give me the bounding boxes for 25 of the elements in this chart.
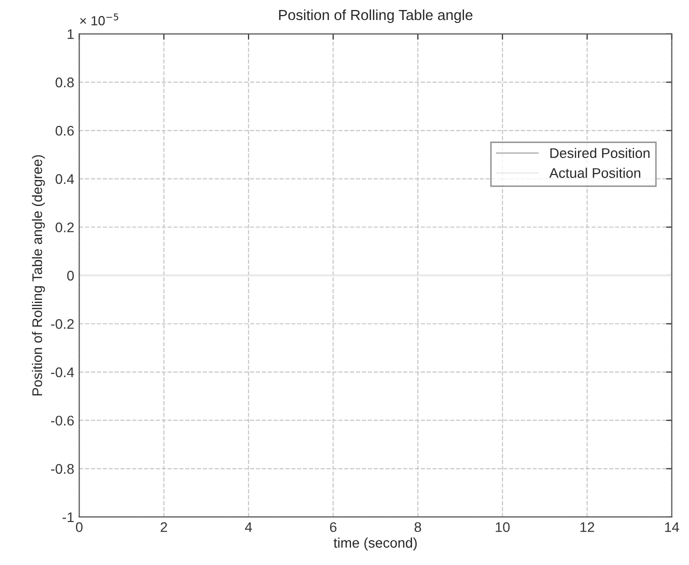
x-tick-label: 14 — [665, 522, 680, 532]
y-tick-label: 0.4 — [56, 174, 74, 184]
legend-label: Actual Position — [549, 168, 640, 178]
x-tick-label: 8 — [414, 522, 422, 532]
x-tick-label: 0 — [76, 522, 83, 532]
y-tick-label: 0.6 — [56, 126, 74, 136]
x-tick-label: 12 — [580, 522, 594, 532]
chart-title: Position of Rolling Table angle — [279, 9, 472, 24]
y-tick-label: 0 — [67, 270, 74, 281]
x-tick-label: 4 — [244, 522, 252, 532]
text: × 10$^{−5}$ — [80, 13, 118, 26]
y-tick-label: -0.2 — [51, 319, 74, 329]
x-tick-label: 6 — [330, 522, 336, 532]
y-tick-label: 1 — [68, 29, 74, 39]
y-tick-label: -1 — [62, 512, 74, 522]
x-tick-label: 10 — [496, 522, 510, 532]
legend-label: Desired Position — [550, 148, 650, 158]
y-tick-label: -0.6 — [51, 416, 74, 426]
y-tick-label: 0.8 — [56, 78, 74, 88]
y-tick-label: -0.4 — [51, 367, 74, 378]
x-tick-label: 2 — [160, 522, 168, 532]
y-tick-label: 0.2 — [56, 222, 74, 232]
y-axis-title: Position of Rolling Table angle (degree) — [32, 155, 45, 396]
y-tick-label: -0.8 — [51, 464, 74, 474]
x-axis-title: time (second) — [334, 538, 417, 550]
